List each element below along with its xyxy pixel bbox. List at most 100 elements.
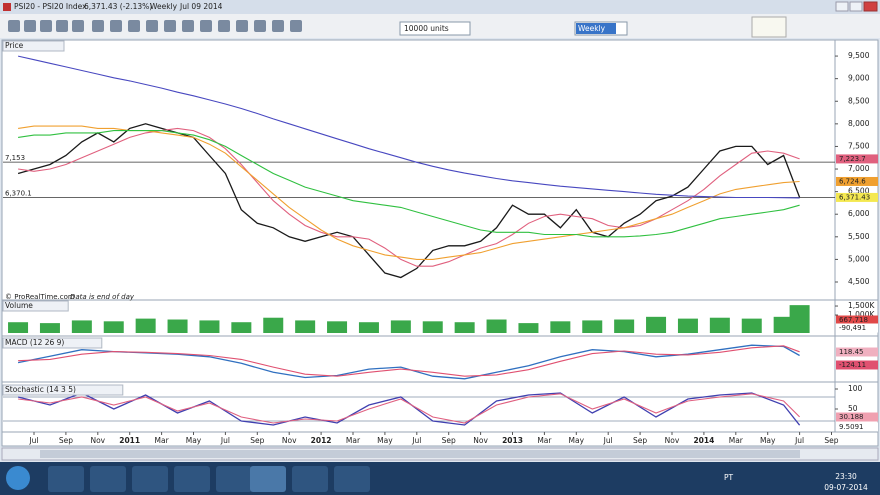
y-tick-label: 4,500 xyxy=(848,277,870,286)
x-tick-label: Sep xyxy=(633,436,647,445)
volume-bar xyxy=(295,320,316,333)
tool-icon[interactable] xyxy=(218,20,230,32)
taskbar-app[interactable] xyxy=(48,466,84,492)
source-note: Data is end of day xyxy=(70,293,135,301)
volume-bar xyxy=(677,318,698,333)
volume-bar xyxy=(39,323,60,333)
period-select-highlight xyxy=(576,23,616,34)
tool-icon[interactable] xyxy=(110,20,122,32)
series-line xyxy=(17,55,800,199)
y-tick-label: 6,500 xyxy=(848,187,870,196)
volume-bar xyxy=(231,322,252,333)
tool-icon[interactable] xyxy=(72,20,84,32)
tool-icon[interactable] xyxy=(254,20,266,32)
volume-bar xyxy=(614,319,635,333)
volume-bar xyxy=(71,320,92,333)
x-tick-label: May xyxy=(186,436,202,445)
time-axis xyxy=(1,431,879,447)
x-tick-label: Mar xyxy=(155,436,170,445)
x-tick-label: Mar xyxy=(346,436,361,445)
taskbar-apps xyxy=(48,466,370,492)
x-tick-label: Sep xyxy=(442,436,456,445)
units-input[interactable] xyxy=(399,21,471,36)
series-line xyxy=(18,130,800,238)
taskbar-app[interactable] xyxy=(292,466,328,492)
tool-icon[interactable] xyxy=(56,20,68,32)
tool-icon[interactable] xyxy=(272,20,284,32)
chart-thumbnail[interactable] xyxy=(751,16,787,38)
x-tick-label: Sep xyxy=(250,436,264,445)
taskbar-app[interactable] xyxy=(174,466,210,492)
x-tick-label: Jul xyxy=(411,436,421,445)
panel-title: Price xyxy=(5,41,24,50)
series-line xyxy=(18,393,800,424)
window-date: Jul 09 2014 xyxy=(179,2,223,11)
minimize-button[interactable] xyxy=(835,1,849,12)
price-tag xyxy=(836,176,878,186)
price-tag xyxy=(836,192,878,202)
volume-bar xyxy=(327,321,348,333)
tool-icon[interactable] xyxy=(92,20,104,32)
maximize-button[interactable] xyxy=(849,1,863,12)
x-tick-label: Jul xyxy=(28,436,38,445)
close-button[interactable] xyxy=(863,1,878,12)
clock-time: 23:30 xyxy=(835,472,857,481)
x-tick-label: Mar xyxy=(729,436,744,445)
readout-box xyxy=(836,315,878,325)
level-label: 6,370.1 xyxy=(5,189,32,197)
x-tick-label: Nov xyxy=(282,436,297,445)
series-line xyxy=(18,127,800,267)
panel-header xyxy=(2,40,65,52)
units-input-text: 10000 units xyxy=(404,24,449,33)
app-icon xyxy=(3,3,11,11)
readout-label: 9.5091 xyxy=(839,423,864,431)
taskbar-app[interactable] xyxy=(132,466,168,492)
volume-bar xyxy=(422,321,443,333)
tool-icon[interactable] xyxy=(164,20,176,32)
taskbar-app[interactable] xyxy=(216,466,252,492)
volume-bar xyxy=(518,323,539,333)
y-tick-label: 100 xyxy=(848,384,863,393)
series-line xyxy=(17,392,801,426)
tool-icon[interactable] xyxy=(182,20,194,32)
volume-bar xyxy=(709,317,730,333)
tool-icon[interactable] xyxy=(128,20,140,32)
tool-icon[interactable] xyxy=(8,20,20,32)
x-tick-label: Jul xyxy=(220,436,230,445)
readout-box xyxy=(836,360,878,370)
window-quote: 6,371.43 (-2.13%) xyxy=(84,2,152,11)
taskbar-app[interactable] xyxy=(90,466,126,492)
x-tick-label: May xyxy=(569,436,585,445)
volume-bar xyxy=(263,317,284,333)
readout-box xyxy=(836,323,878,333)
start-button[interactable] xyxy=(6,466,30,490)
scrollbar-thumb[interactable] xyxy=(40,450,800,458)
price-tag-label: 6,371.43 xyxy=(839,193,870,201)
x-tick-label: Nov xyxy=(665,436,680,445)
readout-label: 667,718 xyxy=(839,316,868,324)
panel-title: Stochastic (14 3 5) xyxy=(5,385,76,394)
tool-icon[interactable] xyxy=(146,20,158,32)
volume-bar xyxy=(550,321,571,333)
clock-date: 09-07-2014 xyxy=(824,483,868,492)
x-tick-label: Sep xyxy=(59,436,73,445)
y-tick-label: 9,500 xyxy=(848,51,870,60)
tool-icon[interactable] xyxy=(236,20,248,32)
readout-label: 118.45 xyxy=(839,348,864,356)
taskbar-app[interactable] xyxy=(334,466,370,492)
volume-bar xyxy=(135,318,156,333)
y-tick-label: 6,000 xyxy=(848,209,870,218)
series-line xyxy=(18,345,800,377)
tool-icon[interactable] xyxy=(200,20,212,32)
tool-icon[interactable] xyxy=(40,20,52,32)
volume-bar xyxy=(454,322,475,333)
panel-header xyxy=(2,337,103,349)
series-line xyxy=(17,123,801,279)
y-tick-label: 5,500 xyxy=(848,232,870,241)
x-tick-label: May xyxy=(377,436,393,445)
readout-box xyxy=(836,422,878,432)
tool-icon[interactable] xyxy=(290,20,302,32)
taskbar-app[interactable] xyxy=(250,466,286,492)
tool-icon[interactable] xyxy=(24,20,36,32)
